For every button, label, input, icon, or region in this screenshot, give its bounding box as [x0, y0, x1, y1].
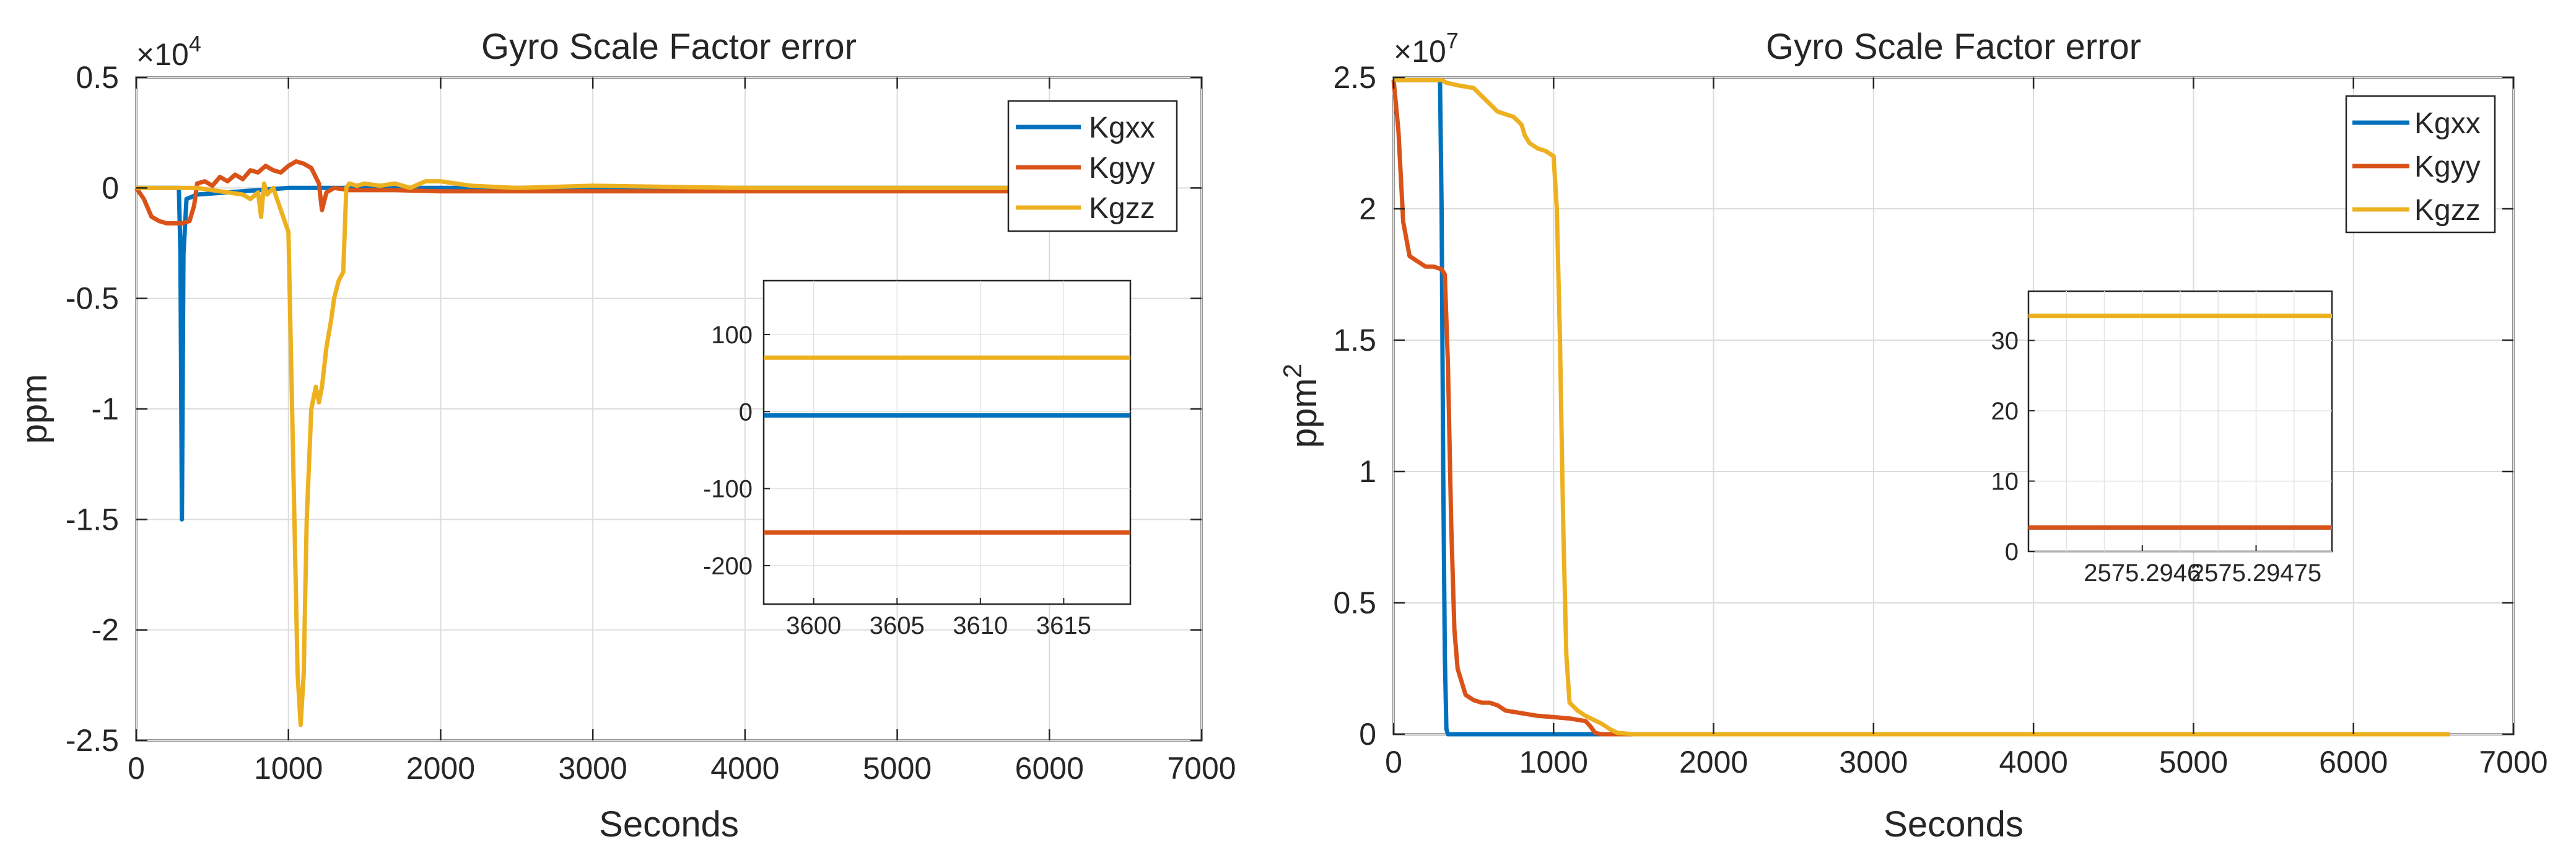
y-axis-label-superscript-right: 2 — [1278, 364, 1307, 378]
y-tick-labels-right: 2.5 2 1.5 1 0.5 0 — [1333, 60, 1376, 752]
inset-x-tick-label: 3615 — [1036, 612, 1091, 639]
inset-series-right — [2028, 314, 2332, 530]
legend-label-kgyy-left: Kgyy — [1089, 152, 1155, 185]
series-lines-left — [134, 159, 1126, 727]
y-tick-label: -0.5 — [66, 281, 119, 316]
inset-left: 3600 3605 3610 3615 100 0 -100 -200 — [703, 279, 1132, 639]
legend-label-kgxx-right: Kgxx — [2414, 107, 2481, 140]
tick-marks-right — [1392, 76, 2515, 735]
legend-label-kgyy-right: Kgyy — [2414, 151, 2481, 183]
y-axis-label-left: ppm — [14, 374, 55, 444]
inset-x-tick-label: 3600 — [786, 612, 841, 639]
y-axis-label-text-right: ppm — [1284, 378, 1324, 448]
y-tick-label: 2 — [1359, 191, 1376, 226]
y-tick-labels-left: 0.5 0 -0.5 -1 -1.5 -2 -2.5 — [66, 60, 119, 758]
y-tick-label: -1.5 — [66, 502, 119, 537]
x-tick-label: 2000 — [406, 751, 475, 786]
x-tick-label: 3000 — [559, 751, 627, 786]
y-tick-label: 2.5 — [1333, 60, 1376, 95]
y-tick-label: 1.5 — [1333, 323, 1376, 358]
y-exponent-right: ×107 — [1394, 28, 1459, 69]
inset-x-tick-label: 3605 — [870, 612, 925, 639]
inset-plot-area-left — [762, 279, 1132, 605]
series-line-kgyy — [1391, 79, 2450, 737]
x-tick-label: 2000 — [1679, 745, 1748, 779]
legend-label-kgxx-left: Kgxx — [1089, 112, 1155, 144]
inset-x-tick-labels-left: 3600 3605 3610 3615 — [786, 612, 1091, 639]
y-tick-label: -1 — [92, 392, 119, 426]
inset-y-tick-labels-right: 30 20 10 0 — [1991, 327, 2019, 566]
series-lines-right — [1391, 77, 2450, 737]
x-tick-label: 4000 — [1999, 745, 2068, 779]
exponent-power-right: 7 — [1446, 28, 1459, 53]
y-tick-label: 0 — [1359, 717, 1376, 752]
x-tick-label: 6000 — [1015, 751, 1084, 786]
inset-y-tick-label: 0 — [2005, 538, 2019, 566]
chart-left: 0 1000 2000 3000 4000 5000 6000 7000 0.50-0.5-1… — [14, 27, 1236, 845]
y-exponent-left: ×104 — [136, 31, 201, 72]
inset-series-left — [764, 355, 1130, 535]
y-tick-label: 0.5 — [1333, 586, 1376, 620]
inset-grid-right — [2028, 291, 2332, 552]
chart-right: 0 1000 2000 3000 4000 5000 6000 7000 2.521.510.… — [1278, 27, 2548, 845]
exponent-power-left: 4 — [189, 31, 201, 56]
chart-title-right: Gyro Scale Factor error — [1766, 27, 2141, 67]
x-tick-label: 5000 — [2159, 745, 2228, 779]
y-axis-label-right: ppm2 — [1278, 364, 1324, 448]
inset-y-tick-label: 30 — [1991, 327, 2019, 354]
inset-x-tick-label: 3610 — [953, 612, 1008, 639]
inset-y-tick-labels-left: 100 0 -100 -200 — [703, 322, 753, 580]
inset-y-tick-label: 100 — [711, 322, 753, 349]
x-tick-labels-left: 0 1000 2000 3000 4000 5000 6000 7000 — [128, 751, 1236, 786]
x-tick-label: 3000 — [1839, 745, 1908, 779]
inset-y-tick-label: 10 — [1991, 468, 2019, 495]
x-tick-label: 7000 — [1167, 751, 1236, 786]
inset-x-tick-label: 2575.29475 — [2191, 559, 2321, 587]
legend-label-kgzz-left: Kgzz — [1089, 192, 1155, 225]
y-tick-label: -2.5 — [66, 723, 119, 758]
x-tick-label: 1000 — [254, 751, 323, 786]
x-tick-label: 6000 — [2319, 745, 2388, 779]
tick-marks-left — [135, 76, 1203, 742]
x-tick-label: 4000 — [710, 751, 779, 786]
inset-y-tick-label: -100 — [703, 476, 753, 503]
legend-label-kgzz-right: Kgzz — [2414, 194, 2481, 227]
series-line-kgzz — [136, 179, 1126, 727]
y-tick-label: -2 — [92, 613, 119, 647]
x-tick-label: 7000 — [2479, 745, 2548, 779]
x-axis-label-left: Seconds — [599, 804, 739, 845]
inset-y-tick-label: 20 — [1991, 398, 2019, 425]
inset-x-tick-label: 2575.2946 — [2084, 559, 2201, 587]
x-axis-label-right: Seconds — [1884, 804, 2024, 845]
x-tick-labels-right: 0 1000 2000 3000 4000 5000 6000 7000 — [1385, 745, 2548, 779]
y-tick-label: 0.5 — [76, 60, 119, 95]
exponent-base-left: ×10 — [136, 37, 189, 72]
inset-grid-left — [764, 281, 1130, 604]
series-line-kgzz — [1394, 77, 2450, 737]
inset-y-tick-label: -200 — [703, 553, 753, 580]
exponent-base-right: ×10 — [1394, 34, 1446, 69]
legend-left: Kgxx Kgyy Kgzz — [1007, 100, 1178, 232]
legend-right: Kgxx Kgyy Kgzz — [2345, 95, 2496, 234]
x-tick-label: 5000 — [863, 751, 932, 786]
y-tick-label: 0 — [102, 170, 119, 205]
chart-title-left: Gyro Scale Factor error — [481, 27, 857, 67]
x-tick-label: 1000 — [1519, 745, 1588, 779]
x-tick-label: 0 — [128, 751, 145, 786]
series-line-kgyy — [134, 159, 1126, 226]
x-tick-label: 0 — [1385, 745, 1402, 779]
y-tick-label: 1 — [1359, 454, 1376, 489]
inset-y-tick-label: 0 — [739, 398, 753, 426]
